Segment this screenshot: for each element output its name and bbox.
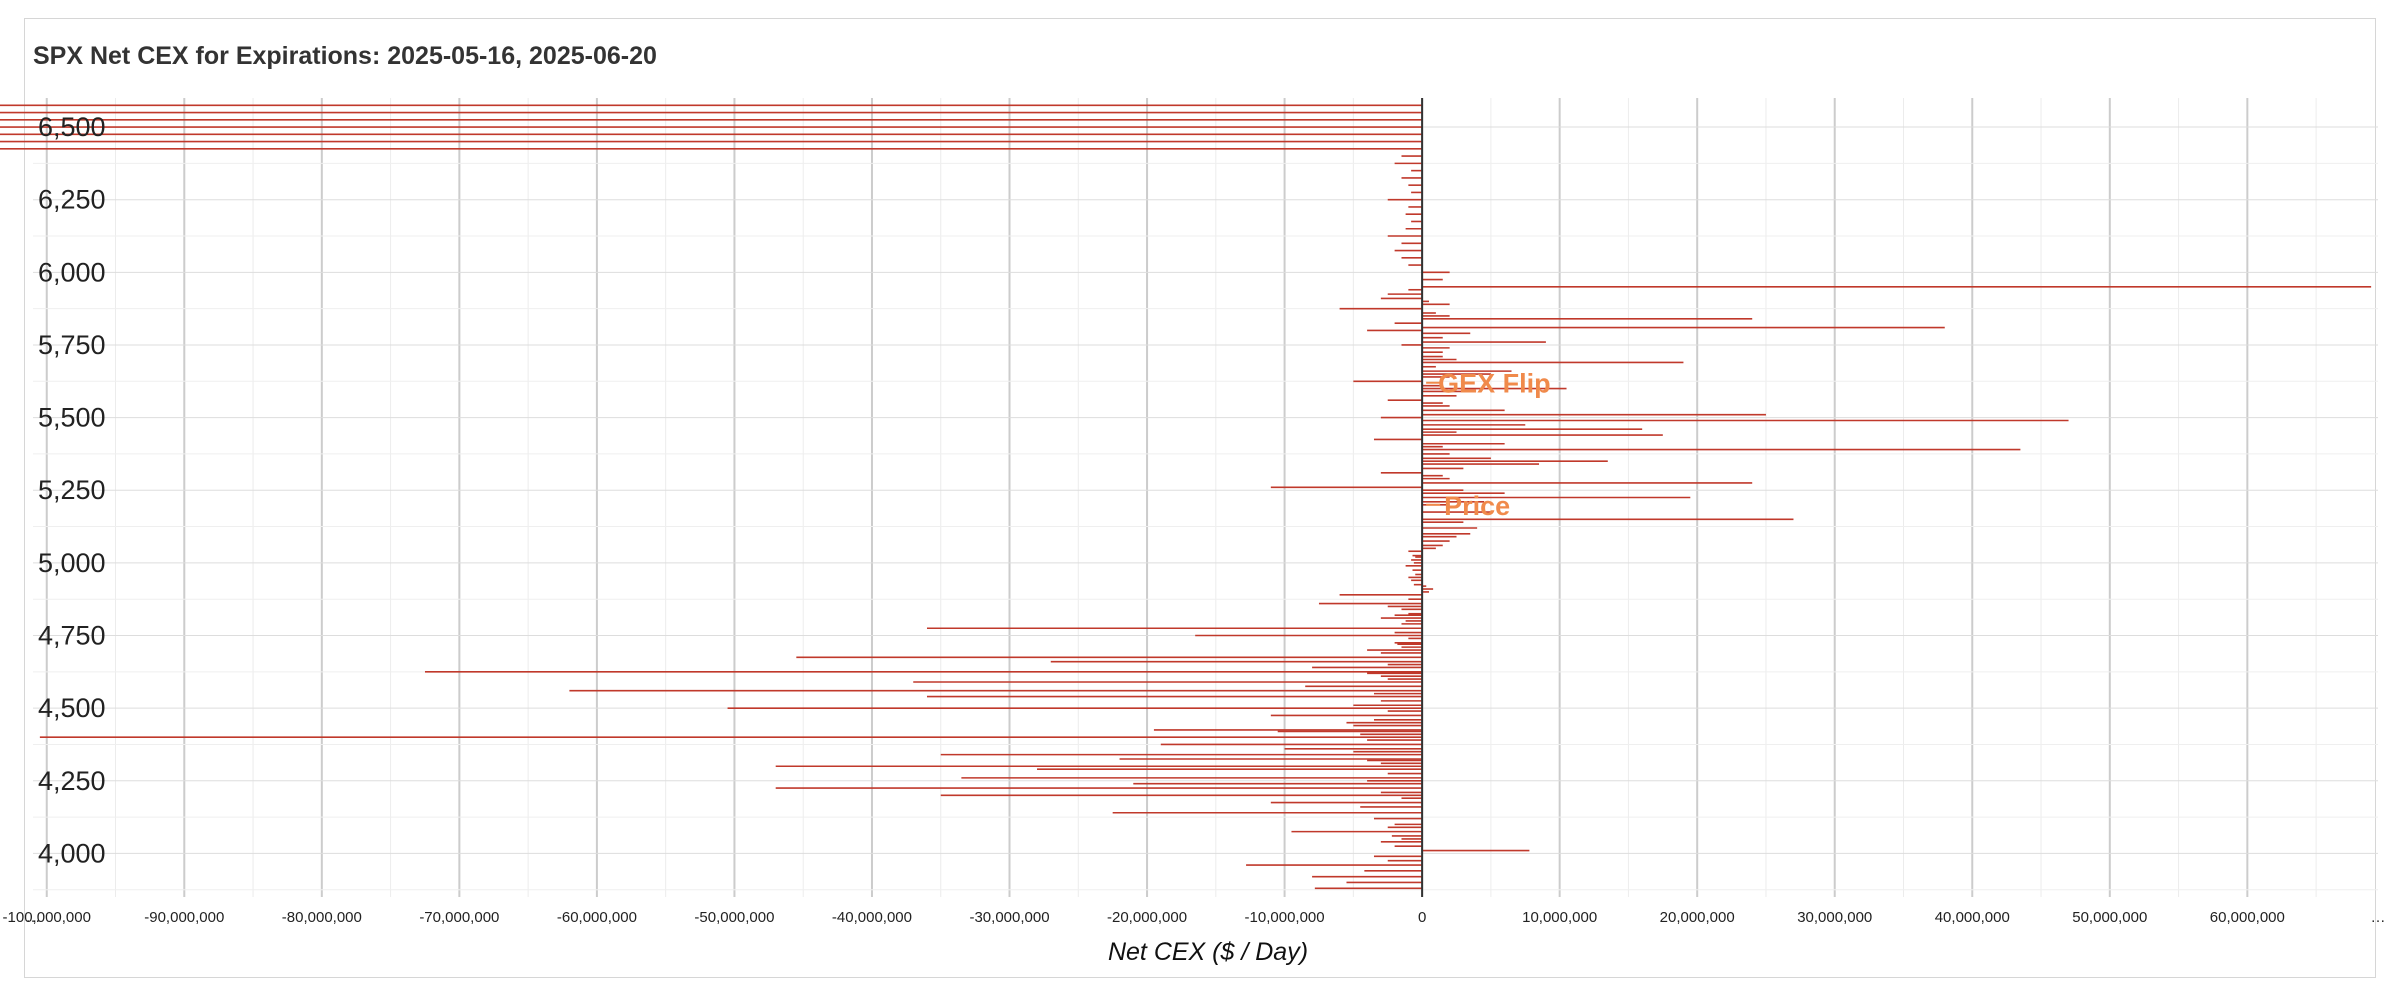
- x-tick-label: -40,000,000: [832, 909, 912, 926]
- y-axis-ticks: 4,000 4,250 4,500 4,750 5,000 5,250 5,500 5,750…: [38, 112, 106, 868]
- x-tick-label: -20,000,000: [1107, 909, 1187, 926]
- x-tick-label: -60,000,000: [557, 909, 637, 926]
- x-tick-label: -90,000,000: [144, 909, 224, 926]
- x-tick-label: 40,000,000: [1935, 909, 2010, 926]
- y-tick-label: 5,000: [38, 548, 106, 578]
- x-tick-label: 30,000,000: [1797, 909, 1872, 926]
- y-tick-label: 5,500: [38, 403, 106, 433]
- y-tick-label: 5,250: [38, 475, 106, 505]
- y-tick-label: 4,250: [38, 766, 106, 796]
- y-tick-label: 4,750: [38, 621, 106, 651]
- annotations: GEX Flip Price: [1426, 369, 1551, 521]
- y-tick-label: 6,250: [38, 185, 106, 215]
- y-tick-label: 4,000: [38, 838, 106, 868]
- gex-flip-label: GEX Flip: [1438, 369, 1551, 399]
- x-tick-label: 10,000,000: [1522, 909, 1597, 926]
- x-tick-label: -50,000,000: [694, 909, 774, 926]
- x-tick-label: -10,000,000: [1245, 909, 1325, 926]
- chart-title: SPX Net CEX for Expirations: 2025-05-16,…: [33, 42, 657, 70]
- x-tick-label: 0: [1418, 909, 1426, 926]
- x-tick-label: -100,000,000: [3, 909, 91, 926]
- price-label: Price: [1444, 491, 1510, 521]
- x-tick-label: -70,000,000: [419, 909, 499, 926]
- bars: [0, 104, 2372, 890]
- y-tick-label: 6,000: [38, 257, 106, 287]
- x-tick-label: 20,000,000: [1660, 909, 1735, 926]
- x-axis-label: Net CEX ($ / Day): [1108, 938, 1308, 966]
- x-tick-label: 50,000,000: [2072, 909, 2147, 926]
- x-tick-label: 60,000,000: [2210, 909, 2285, 926]
- x-tick-label: -30,000,000: [969, 909, 1049, 926]
- y-tick-label: 5,750: [38, 330, 106, 360]
- x-edge-label-left: …: [26, 909, 41, 926]
- y-tick-label: 4,500: [38, 693, 106, 723]
- x-tick-label: -80,000,000: [282, 909, 362, 926]
- x-axis-ticks: -100,000,000 -90,000,000 -80,000,000 -70,00…: [3, 909, 2285, 926]
- chart-frame: [24, 18, 2376, 978]
- x-edge-label-right: …: [2371, 909, 2386, 926]
- y-tick-label: 6,500: [38, 112, 106, 142]
